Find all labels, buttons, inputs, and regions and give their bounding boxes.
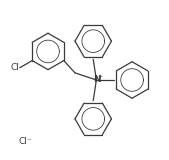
Text: Cl⁻: Cl⁻ — [19, 137, 32, 146]
Text: +: + — [98, 74, 103, 79]
Text: N: N — [93, 75, 101, 84]
Text: Cl: Cl — [10, 63, 19, 72]
